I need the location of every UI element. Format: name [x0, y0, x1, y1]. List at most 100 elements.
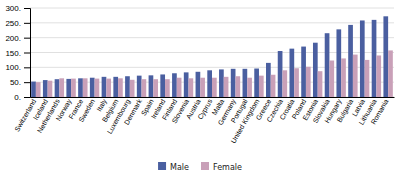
bar [388, 50, 393, 97]
bar [149, 75, 154, 97]
bar [78, 78, 83, 97]
legend-item: Male [158, 162, 189, 172]
bar [235, 76, 240, 97]
y-tick-mark [24, 82, 30, 83]
bar [207, 70, 212, 97]
y-tick-label: 0. [14, 93, 21, 102]
plot: 0. 50. 100. 150. 200. 250. 300. SwitzerlandIcel… [5, 4, 394, 145]
x-tick: Romania [370, 98, 390, 126]
bar [106, 79, 111, 97]
grid [30, 8, 394, 97]
y-tick-label: 200. [5, 34, 21, 43]
bar [71, 79, 76, 97]
bar [153, 79, 158, 97]
y-tick-mark [24, 97, 30, 98]
bar [125, 76, 130, 97]
bar [200, 78, 205, 97]
y-tick-mark [24, 67, 30, 68]
bar [247, 78, 252, 97]
bar [353, 55, 358, 97]
bar [189, 78, 194, 97]
bar [196, 72, 201, 97]
bar [83, 78, 88, 97]
y-tick: 100. [5, 63, 30, 72]
y-tick-mark [24, 38, 30, 39]
bar [224, 77, 229, 97]
bar [306, 67, 311, 97]
bar [31, 82, 36, 97]
bar [66, 79, 71, 97]
y-tick-label: 50. [10, 78, 21, 87]
y-tick-label: 300. [5, 4, 21, 13]
bar [278, 51, 283, 97]
bar [372, 20, 377, 97]
x-axis-line [31, 97, 395, 98]
bar [137, 76, 142, 97]
bar [301, 47, 306, 97]
legend: Male Female [158, 162, 242, 172]
bar [294, 68, 299, 97]
y-axis-line [24, 9, 31, 98]
y-tick-mark [24, 23, 30, 24]
legend-label: Female [213, 163, 242, 172]
bar [313, 43, 318, 97]
bar [48, 81, 53, 97]
legend-label: Male [170, 163, 189, 172]
x-tick-label: United Kingdom [229, 98, 261, 145]
x-axis: SwitzerlandIcelandNetherlandsNorwayFranc… [13, 97, 394, 145]
legend-swatch [201, 162, 209, 170]
x-tick: Sweden [77, 98, 96, 123]
bar [336, 29, 341, 97]
y-tick: 50. [10, 78, 30, 87]
y-tick: 0. [14, 93, 30, 102]
bar [177, 78, 182, 97]
bar-series [31, 16, 388, 97]
bar [142, 79, 147, 97]
bar [102, 77, 107, 97]
bar [172, 73, 177, 97]
bar [184, 72, 189, 97]
legend-item: Female [201, 162, 242, 172]
bar [266, 63, 271, 97]
y-tick-label: 100. [5, 63, 21, 72]
x-tick: United Kingdom [229, 98, 261, 145]
bar [259, 76, 264, 97]
bar-series [36, 50, 393, 97]
y-tick-label: 250. [5, 19, 21, 28]
bar [231, 69, 236, 97]
bar [365, 60, 370, 97]
bar [90, 78, 95, 97]
y-tick: 200. [5, 34, 30, 43]
y-tick: 250. [5, 19, 30, 28]
bar [43, 80, 48, 97]
bar [243, 69, 248, 97]
bar [118, 78, 123, 97]
bar [282, 70, 287, 97]
bar [130, 80, 135, 97]
x-tick-label: Sweden [77, 98, 96, 123]
bar [55, 79, 60, 97]
bar [36, 82, 41, 97]
bar [212, 78, 217, 97]
bar [59, 78, 64, 97]
y-axis: 0. 50. 100. 150. 200. 250. 300. [5, 4, 30, 102]
y-tick: 300. [5, 4, 30, 13]
grid-line [30, 8, 394, 9]
bar [383, 16, 388, 97]
x-tick-label: Romania [370, 98, 390, 126]
bar [329, 61, 334, 97]
bar [360, 20, 365, 97]
bar [165, 79, 170, 97]
bar [160, 74, 165, 97]
bar [254, 69, 259, 97]
y-tick: 150. [5, 49, 30, 58]
y-tick-mark [24, 8, 30, 9]
bar [289, 49, 294, 97]
bars [31, 16, 393, 97]
bar [325, 33, 330, 97]
bar [113, 77, 118, 97]
bar [341, 58, 346, 97]
bar [219, 69, 224, 97]
y-tick-label: 150. [5, 49, 21, 58]
grid-line [30, 22, 394, 23]
